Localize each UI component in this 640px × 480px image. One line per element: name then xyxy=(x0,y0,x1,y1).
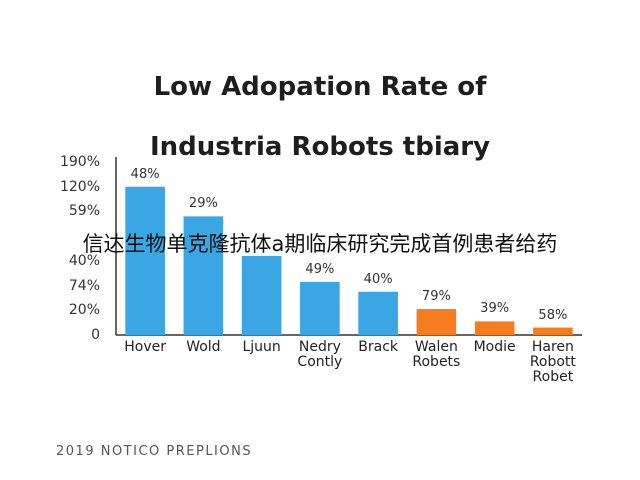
bar xyxy=(125,186,165,335)
data-label: 48% xyxy=(130,166,160,182)
x-tick-label: Nedry Contly xyxy=(297,339,343,370)
bar xyxy=(358,291,398,335)
chart-title: Low Adopation Rate of Industria Robots t… xyxy=(0,42,640,192)
data-label: 49% xyxy=(305,261,335,277)
x-tick-label: Modie xyxy=(473,339,516,355)
bar xyxy=(474,321,515,335)
x-tick-label: Hover xyxy=(124,339,166,355)
x-tick-label: Ljuun xyxy=(242,339,281,355)
data-label: 58% xyxy=(538,307,568,323)
y-tick-label: 190% xyxy=(59,154,100,170)
bar xyxy=(300,281,340,335)
data-label: 79% xyxy=(421,289,451,305)
y-tick-label: 20% xyxy=(68,302,100,319)
data-label: 40% xyxy=(363,271,393,287)
y-tick-label: 59% xyxy=(68,203,100,220)
x-tick-label: Walen Robets xyxy=(412,339,461,370)
x-tick-label: Wold xyxy=(186,339,221,355)
y-tick-label: 120% xyxy=(59,178,100,195)
bar xyxy=(183,216,224,335)
data-label: 39% xyxy=(480,301,510,317)
y-tick-label: 0 xyxy=(91,327,100,343)
bar xyxy=(416,309,457,335)
data-label: 29% xyxy=(188,196,218,212)
overlay-text: 信达生物单克隆抗体a期临床研究完成首例患者给药 xyxy=(82,232,558,256)
title-line: Industria Robots tbiary xyxy=(149,132,491,162)
bar xyxy=(533,327,573,335)
footer: 2019 NOTICO PREPLIONS xyxy=(56,444,253,459)
x-tick-label: Brack xyxy=(358,339,398,355)
y-tick-label: 40% xyxy=(68,252,100,269)
x-tick-label: Haren Robott Robet xyxy=(529,339,576,385)
title-line: Low Adopation Rate of xyxy=(153,72,487,102)
bar xyxy=(241,255,282,335)
y-tick-label: 74% xyxy=(68,277,100,294)
